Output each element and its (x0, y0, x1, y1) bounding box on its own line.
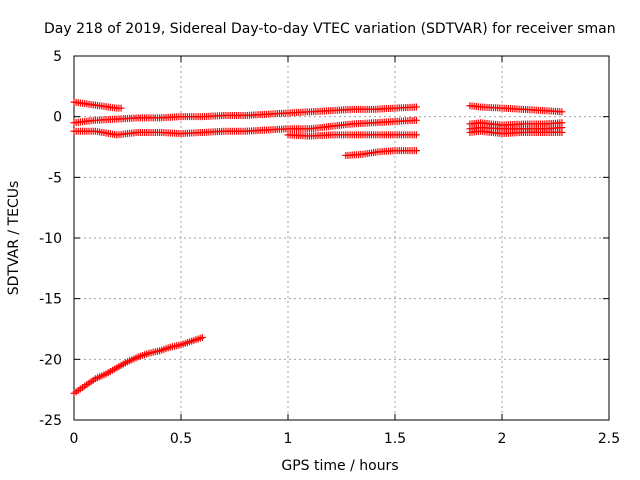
data-point (558, 108, 566, 116)
y-tick-label: -15 (39, 292, 62, 308)
axis-ticks (73, 55, 610, 421)
x-tick-label: 2 (498, 431, 507, 447)
series-track-4 (284, 131, 420, 140)
x-tick-label: 1 (284, 431, 293, 447)
data-point (412, 116, 420, 124)
y-tick-label: 5 (53, 49, 62, 65)
data-point (412, 103, 420, 111)
y-tick-label: -20 (39, 352, 62, 368)
data-point (198, 333, 206, 341)
grid (74, 56, 609, 420)
series-track-7 (466, 102, 566, 116)
data-point (558, 128, 566, 136)
series-track-10 (466, 127, 566, 138)
series-track-1 (70, 98, 125, 112)
series-track-2 (70, 103, 420, 127)
x-tick-label: 0 (70, 431, 79, 447)
y-tick-labels: 5 0 -5 -10 -15 -20 -25 (39, 49, 62, 429)
data-point (412, 147, 420, 155)
y-tick-label: -10 (39, 231, 62, 247)
y-tick-label: -25 (39, 413, 62, 429)
x-tick-label: 2.5 (598, 431, 620, 447)
y-tick-label: 0 (53, 110, 62, 126)
series-track-3 (70, 116, 420, 139)
y-tick-label: -5 (48, 170, 62, 186)
series-track-5 (342, 147, 420, 159)
series-track-6 (70, 333, 206, 397)
data-point (412, 131, 420, 139)
chart-title: Day 218 of 2019, Sidereal Day-to-day VTE… (44, 21, 616, 37)
x-axis-label: GPS time / hours (281, 458, 398, 474)
data-point (117, 104, 125, 112)
y-axis-label: SDTVAR / TECUs (6, 181, 22, 296)
data-points (70, 98, 566, 397)
x-tick-label: 1.5 (384, 431, 406, 447)
x-tick-label: 0.5 (170, 431, 192, 447)
x-tick-labels: 0 0.5 1 1.5 2 2.5 (70, 431, 621, 447)
